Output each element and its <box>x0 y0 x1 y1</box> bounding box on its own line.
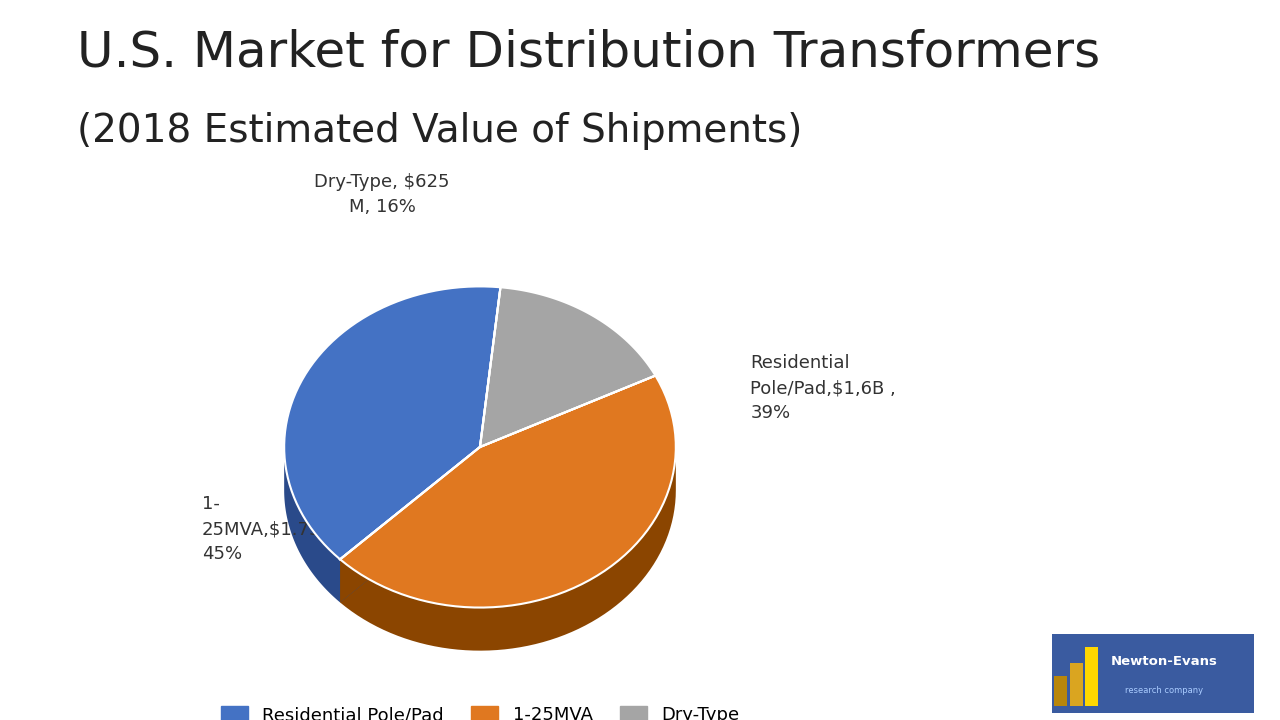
Text: U.S. Market for Distribution Transformers: U.S. Market for Distribution Transformer… <box>77 29 1100 77</box>
Polygon shape <box>284 447 340 603</box>
Text: research company: research company <box>1125 686 1203 695</box>
FancyBboxPatch shape <box>1055 676 1068 706</box>
Polygon shape <box>340 447 480 603</box>
Legend: Residential Pole/Pad, 1-25MVA, Dry-Type: Residential Pole/Pad, 1-25MVA, Dry-Type <box>214 699 746 720</box>
FancyBboxPatch shape <box>1085 647 1098 706</box>
Polygon shape <box>340 447 676 651</box>
Polygon shape <box>340 447 480 603</box>
FancyBboxPatch shape <box>1070 662 1083 706</box>
Text: (2018 Estimated Value of Shipments): (2018 Estimated Value of Shipments) <box>77 112 803 150</box>
FancyBboxPatch shape <box>1052 634 1254 713</box>
Polygon shape <box>340 376 676 608</box>
Text: Newton-Evans: Newton-Evans <box>1111 654 1217 668</box>
Text: Dry-Type, $625
M, 16%: Dry-Type, $625 M, 16% <box>315 173 449 216</box>
Text: 1-
25MVA,$1.75B
45%: 1- 25MVA,$1.75B 45% <box>202 495 334 563</box>
Polygon shape <box>284 287 500 559</box>
Polygon shape <box>480 287 655 447</box>
Text: Residential
Pole/Pad,$1,6B ,
39%: Residential Pole/Pad,$1,6B , 39% <box>750 354 896 422</box>
